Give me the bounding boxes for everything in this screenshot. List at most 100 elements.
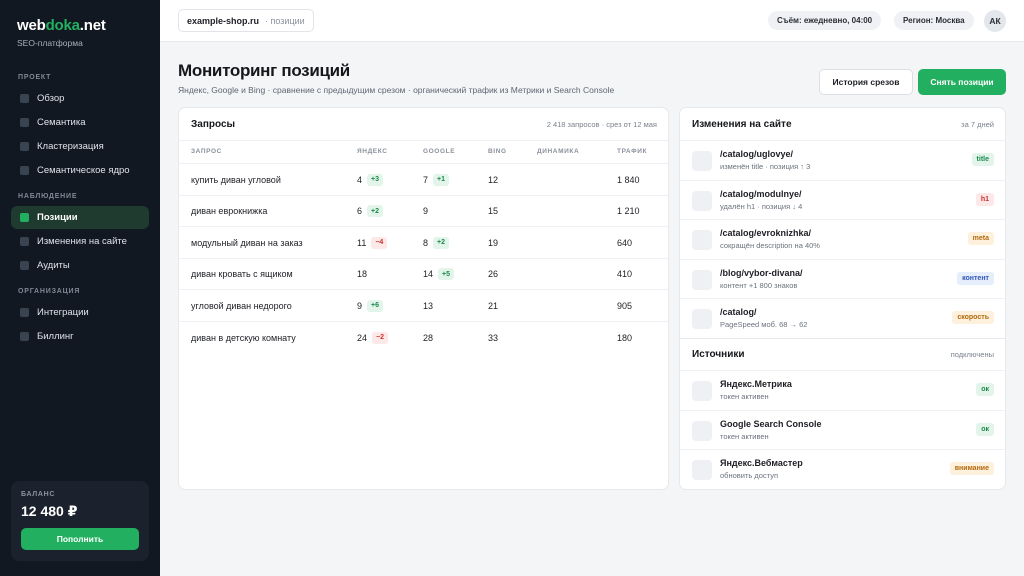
table-row[interactable]: диван еврокнижка 6 +2 9 15 1 210: [179, 194, 668, 227]
col-header-dynamics[interactable]: ДИНАМИКА: [537, 148, 580, 155]
sources-title: Источники: [692, 349, 745, 360]
change-item[interactable]: /catalog/uglovye/изменён title · позиция…: [680, 140, 1005, 179]
query-cell: угловой диван недорого: [191, 290, 292, 321]
sources-header: Источники подключены: [680, 338, 1005, 370]
source-status-badge: ок: [976, 422, 994, 436]
col-header-traffic[interactable]: ТРАФИК: [617, 148, 648, 155]
yandex-cell-value: 18: [357, 269, 368, 280]
google-cell: 7 +1: [423, 164, 449, 195]
traffic-cell: 410: [617, 259, 632, 290]
source-name: Яндекс.Вебмастер: [720, 458, 803, 469]
sidebar-item-overview[interactable]: Обзор: [11, 87, 149, 110]
change-item[interactable]: /blog/vybor-divana/контент +1 800 знаков…: [680, 258, 1005, 298]
google-cell-value: 7: [423, 174, 429, 185]
sidebar-item-semantic-core[interactable]: Семантическое ядро: [11, 159, 149, 182]
source-item[interactable]: Яндекс.Метрика токен активен ок: [680, 370, 1005, 409]
region-pill[interactable]: Регион: Москва: [894, 11, 974, 30]
bing-cell-value: 26: [488, 269, 499, 280]
change-tag: контент: [957, 271, 994, 285]
sidebar-item-site-changes[interactable]: Изменения на сайте: [11, 230, 149, 253]
source-logo: [692, 381, 712, 401]
google-cell-value: 8: [423, 237, 429, 248]
billing-icon: [20, 332, 29, 341]
google-cell: 14 +5: [423, 259, 454, 290]
topbar: example-shop.ru · позиции Съём: ежедневн…: [160, 0, 1024, 42]
query-cell-value: угловой диван недорого: [191, 300, 292, 311]
table-row[interactable]: диван кровать с ящиком 18 14 +5 26 410: [179, 257, 668, 290]
nav-section-organization: ОРГАНИЗАЦИЯ: [18, 288, 81, 295]
snapshot-button[interactable]: Снять позиции: [918, 69, 1006, 95]
bing-cell-value: 15: [488, 206, 499, 217]
change-path[interactable]: /catalog/: [720, 307, 757, 318]
change-tag: h1: [975, 192, 994, 206]
table-row[interactable]: купить диван угловой 4 +3 7 +1 12 1 840: [179, 163, 668, 195]
queries-meta: 2 418 запросов · срез от 12 мая: [546, 120, 657, 129]
semantics-icon: [20, 118, 29, 127]
change-item[interactable]: /catalog/evroknizhka/сокращён descriptio…: [680, 219, 1005, 258]
table-row[interactable]: диван в детскую комнату 24 −2 28 33 180: [179, 321, 668, 353]
source-item[interactable]: Google Search Console токен активен ок: [680, 409, 1005, 449]
yandex-cell: 24 −2: [357, 322, 388, 353]
traffic-cell: 905: [617, 290, 632, 321]
traffic-cell: 640: [617, 227, 632, 258]
topup-button[interactable]: Пополнить: [21, 528, 139, 550]
query-cell: диван в детскую комнату: [191, 322, 296, 353]
change-path[interactable]: /blog/vybor-divana/: [720, 267, 803, 278]
change-item[interactable]: /catalog/modulnye/удалён h1 · позиция ↓ …: [680, 179, 1005, 219]
change-path[interactable]: /catalog/evroknizhka/: [720, 228, 812, 239]
sidebar-item-audits[interactable]: Аудиты: [11, 254, 149, 277]
google-cell: 8 +2: [423, 227, 449, 258]
yandex-cell: 9 +6: [357, 290, 383, 321]
source-item[interactable]: Яндекс.Вебмастер обновить доступ внимание: [680, 449, 1005, 488]
google-cell-value: 9: [423, 206, 429, 217]
avatar[interactable]: АК: [984, 10, 1006, 32]
yandex-cell-value: 4: [357, 174, 363, 185]
change-description: PageSpeed моб. 68 → 62: [720, 320, 808, 330]
page-thumbnail: [692, 269, 712, 290]
integrations-icon: [20, 308, 29, 317]
table-row[interactable]: модульный диван на заказ 11 −4 8 +2 19 640: [179, 226, 668, 258]
sources-meta: подключены: [950, 350, 994, 359]
col-header-google[interactable]: GOOGLE: [423, 148, 456, 155]
bing-cell: 12: [488, 164, 498, 195]
source-logo: [692, 420, 712, 441]
yandex-delta-badge: +3: [367, 173, 383, 186]
changes-meta: за 7 дней: [961, 120, 994, 129]
yandex-cell-value: 9: [357, 300, 363, 311]
col-header-bing[interactable]: BING: [488, 148, 507, 155]
logo[interactable]: webdoka.net: [17, 17, 106, 34]
nav-section-monitoring: НАБЛЮДЕНИЕ: [18, 193, 78, 200]
schedule-pill[interactable]: Съём: ежедневно, 04:00: [768, 11, 882, 30]
source-description: токен активен: [720, 431, 769, 441]
yandex-cell-value: 24: [357, 332, 368, 343]
source-name: Яндекс.Метрика: [720, 379, 792, 389]
col-header-query[interactable]: ЗАПРОС: [191, 148, 222, 155]
history-button[interactable]: История срезов: [819, 69, 913, 95]
traffic-cell: 180: [617, 322, 632, 353]
google-delta-badge: +2: [433, 236, 449, 249]
sidebar-item-semantics[interactable]: Семантика: [11, 111, 149, 134]
bing-cell-value: 21: [488, 300, 499, 311]
yandex-cell-value: 11: [357, 237, 367, 248]
change-path[interactable]: /catalog/uglovye/: [720, 149, 794, 159]
query-cell-value: модульный диван на заказ: [191, 237, 303, 248]
yandex-cell: 11 −4: [357, 227, 388, 258]
source-status-badge: ок: [976, 383, 994, 396]
col-header-yandex[interactable]: ЯНДЕКС: [357, 148, 388, 155]
query-cell-value: диван еврокнижка: [191, 206, 268, 217]
query-cell-value: диван кровать с ящиком: [191, 269, 293, 280]
yandex-delta-badge: +2: [367, 205, 383, 218]
sidebar-item-positions[interactable]: Позиции: [11, 206, 149, 229]
table-row[interactable]: угловой диван недорого 9 +6 13 21 905: [179, 289, 668, 321]
change-path[interactable]: /catalog/modulnye/: [720, 188, 802, 199]
sidebar-item-billing[interactable]: Биллинг: [11, 325, 149, 348]
site-selector[interactable]: example-shop.ru · позиции: [178, 9, 314, 32]
sidebar-item-clustering[interactable]: Кластеризация: [11, 135, 149, 158]
google-delta-badge: +5: [438, 268, 454, 281]
sidebar-item-integrations[interactable]: Интеграции: [11, 301, 149, 324]
query-cell: диван кровать с ящиком: [191, 259, 293, 290]
change-item[interactable]: /catalog/PageSpeed моб. 68 → 62 скорость: [680, 298, 1005, 337]
page-subtitle: Яндекс, Google и Bing · сравнение с пред…: [178, 85, 615, 95]
query-cell: купить диван угловой: [191, 164, 281, 195]
google-cell: 28: [423, 322, 433, 353]
